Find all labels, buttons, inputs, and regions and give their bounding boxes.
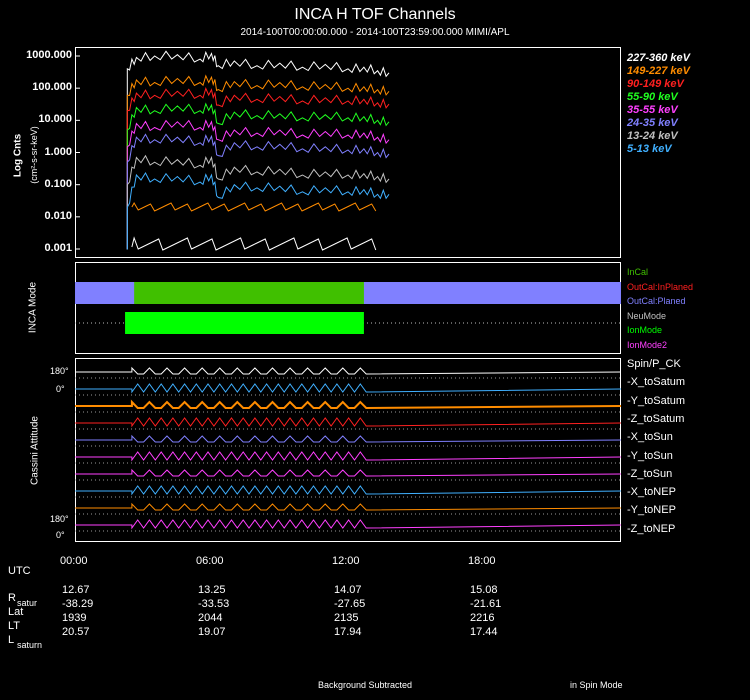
tof-y-tick-label: 1.000 <box>44 145 72 158</box>
tof-series-90-149-keV <box>126 87 390 250</box>
tof-legend-4: 35-55 keV <box>627 104 678 116</box>
mode-legend-3: NeuMode <box>627 310 667 321</box>
ephem-sub-0: satur <box>17 598 38 608</box>
mode-band-InCal <box>134 282 364 304</box>
tof-y-tick-label: 10.000 <box>38 113 72 126</box>
tof-low-trace-orange <box>131 201 377 212</box>
x-tick-12: 12:00 <box>332 555 360 567</box>
tof-y-tick-label: 100.000 <box>32 81 72 94</box>
tof-series-24-35-keV <box>126 133 390 250</box>
tof-series-55-90-keV <box>126 102 390 250</box>
mode-panel <box>75 262 621 354</box>
x-tick-0: 00:00 <box>60 555 88 567</box>
attitude-legend-3: -Z_toSatum <box>627 412 685 425</box>
attitude-legend-7: -X_toNEP <box>627 486 676 499</box>
ephem-value: 14.07 <box>334 584 362 596</box>
ephem-label-0: R <box>8 592 16 604</box>
attitude-legend-1: -X_toSatum <box>627 376 686 389</box>
mode-y-label: INCA Mode <box>28 278 39 338</box>
attitude-plot <box>75 366 622 532</box>
att-tick-1: 180° <box>50 366 69 376</box>
att-tick-4: 0° <box>56 530 65 540</box>
ephem-value: 17.44 <box>470 626 498 638</box>
ephem-value: 2135 <box>334 612 359 624</box>
mode-y-label-text: INCA Mode <box>27 281 39 334</box>
attitude-legend-0: Spin/P_CK <box>627 358 681 370</box>
mode-legend-4: IonMode <box>627 325 663 335</box>
tof-series-149-227-keV <box>126 74 390 250</box>
attitude-legend-6: -Z_toSun <box>627 467 673 480</box>
attitude-trace-0 <box>75 366 622 375</box>
chart-subtitle: 2014-100T00:00:00.000 - 2014-100T23:59:0… <box>240 27 510 38</box>
ephem-value: 15.08 <box>470 584 498 596</box>
ephem-value: 17.94 <box>334 626 362 638</box>
attitude-legend-5: -Y_toSun <box>627 449 673 462</box>
footer-right: in Spin Mode <box>570 680 623 690</box>
tof-series-5-13-keV <box>126 171 390 250</box>
attitude-trace-1 <box>75 383 622 394</box>
attitude-legend-4: -X_toSun <box>627 431 673 444</box>
mode-legend-0: InCal <box>627 267 649 277</box>
attitude-trace-8 <box>75 502 622 511</box>
attitude-legend-9: -Z_toNEP <box>627 522 676 535</box>
ephem-value: 2044 <box>198 612 223 624</box>
ephem-value: -38.29 <box>62 598 94 610</box>
tof-legend-7: 5-13 keV <box>627 143 672 155</box>
footer-left: Background Subtracted <box>318 680 413 690</box>
chart-title: INCA H TOF Channels <box>294 6 456 23</box>
attitude-trace-6 <box>75 468 622 477</box>
tof-legend-2: 90-149 keV <box>627 78 684 90</box>
attitude-trace-2 <box>75 399 622 410</box>
ephem-value: 2216 <box>470 612 495 624</box>
ephem-value: 19.07 <box>198 626 226 638</box>
ephem-value: 12.67 <box>62 584 90 596</box>
tof-series-227-360-keV <box>126 50 390 250</box>
attitude-y-label-text: Cassini Attitude <box>29 416 41 485</box>
x-tick-18: 18:00 <box>468 555 496 567</box>
ephem-label-2: LT <box>8 620 21 632</box>
attitude-trace-9 <box>75 519 622 530</box>
tof-plot <box>75 50 390 251</box>
tof-low-trace-white <box>131 236 377 251</box>
attitude-panel <box>75 358 621 542</box>
tof-legend-1: 149-227 keV <box>627 65 690 77</box>
attitude-trace-3 <box>75 417 622 428</box>
tof-legend-6: 13-24 keV <box>627 130 678 142</box>
att-tick-2: 0° <box>56 384 65 394</box>
tof-legend-5: 24-35 keV <box>627 117 678 129</box>
mode-band-IonMode <box>125 312 364 334</box>
ephem-value: -21.61 <box>470 598 502 610</box>
attitude-legend-8: -Y_toNEP <box>627 504 676 517</box>
ephem-value: 1939 <box>62 612 87 624</box>
tof-legend-3: 55-90 keV <box>627 91 678 103</box>
ephem-value: -27.65 <box>334 598 366 610</box>
mode-legend-5: IonMode2 <box>627 339 668 350</box>
ephem-value: 13.25 <box>198 584 226 596</box>
tof-y-tick-label: 0.100 <box>44 177 72 190</box>
attitude-trace-7 <box>75 485 622 496</box>
x-tick-6: 06:00 <box>196 555 224 567</box>
attitude-trace-5 <box>75 451 622 462</box>
attitude-y-label: Cassini Attitude <box>30 406 41 496</box>
tof-y-tick-label: 0.001 <box>44 242 72 254</box>
tof-legend-0: 227-360 keV <box>627 52 690 64</box>
ephem-label-3: L <box>8 634 15 646</box>
attitude-trace-4 <box>75 434 622 443</box>
mode-legend-2: OutCal:Planed <box>627 296 686 306</box>
attitude-legend-2: -Y_toSatum <box>627 394 686 407</box>
tof-series-35-55-keV <box>126 119 390 250</box>
mode-legend-1: OutCal:InPlaned <box>627 281 694 292</box>
utc-label: UTC <box>8 565 31 577</box>
ephem-sub-3: saturn <box>17 640 43 650</box>
ephem-value: -33.53 <box>198 598 230 610</box>
ephem-label-1: Lat <box>8 606 24 618</box>
tof-series-13-24-keV <box>126 154 390 250</box>
att-tick-3: 180° <box>50 514 69 524</box>
ephem-value: 20.57 <box>62 626 90 638</box>
mode-plot <box>75 282 621 334</box>
tof-y-tick-label: 1000.000 <box>26 49 72 61</box>
tof-y-tick-label: 0.010 <box>44 209 72 222</box>
